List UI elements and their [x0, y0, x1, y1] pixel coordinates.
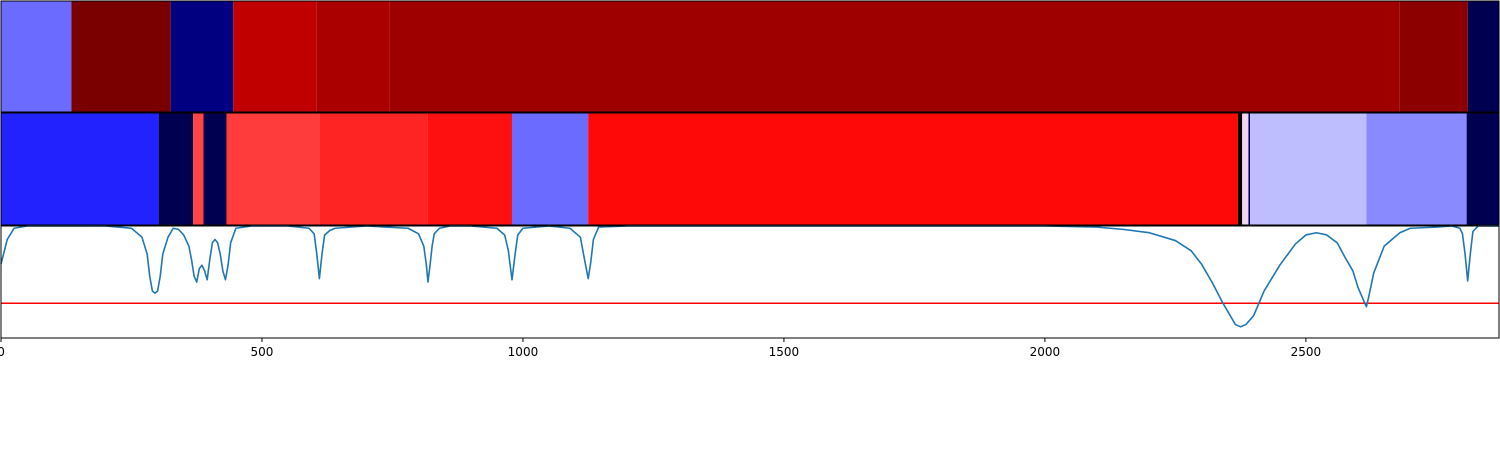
- top-band-segment-7: [1467, 1, 1499, 112]
- middle-band-segment-4: [226, 113, 320, 225]
- middle-heatmap-band: [0, 112, 1500, 226]
- x-tick-label-3: 1500: [769, 345, 800, 359]
- x-tick-label-1: 500: [251, 345, 274, 359]
- x-tick-label-0: 0: [0, 345, 5, 359]
- top-band-segment-2: [170, 1, 234, 112]
- middle-band-frame: [0, 112, 1500, 226]
- line-plot-frame: [0, 225, 1500, 339]
- x-tick-label-4: 2000: [1030, 345, 1061, 359]
- top-band-segment-0: [1, 1, 72, 112]
- middle-band-segment-1: [158, 113, 194, 225]
- middle-band-segment-11: [1248, 113, 1251, 225]
- line-plot-panel: [0, 225, 1500, 339]
- middle-band-segment-6: [427, 113, 512, 225]
- top-band-segment-3: [233, 1, 317, 112]
- middle-band-segment-12: [1250, 113, 1367, 225]
- middle-band-segment-2: [193, 113, 204, 225]
- x-tick-label-2: 1000: [508, 345, 539, 359]
- top-band-segment-6: [1399, 1, 1468, 112]
- middle-band-segment-0: [1, 113, 159, 225]
- top-band-segment-5: [389, 1, 1400, 112]
- x-tick-label-5: 2500: [1291, 345, 1322, 359]
- series-line-0: [0, 225, 1499, 328]
- middle-band-segment-5: [319, 113, 428, 225]
- middle-band-segment-14: [1466, 113, 1499, 225]
- top-band-segment-1: [71, 1, 171, 112]
- x-axis: 0 500 1000 1500 2000 2500: [0, 338, 1321, 359]
- top-band-frame: [0, 0, 1500, 113]
- middle-band-segment-3: [203, 113, 227, 225]
- middle-band-segment-8: [588, 113, 1239, 225]
- top-heatmap-band: [0, 0, 1500, 113]
- middle-band-segment-7: [511, 113, 589, 225]
- top-band-segment-4: [316, 1, 390, 112]
- middle-band-segment-9: [1238, 113, 1243, 225]
- middle-band-segment-10: [1242, 113, 1249, 225]
- middle-band-segment-13: [1366, 113, 1467, 225]
